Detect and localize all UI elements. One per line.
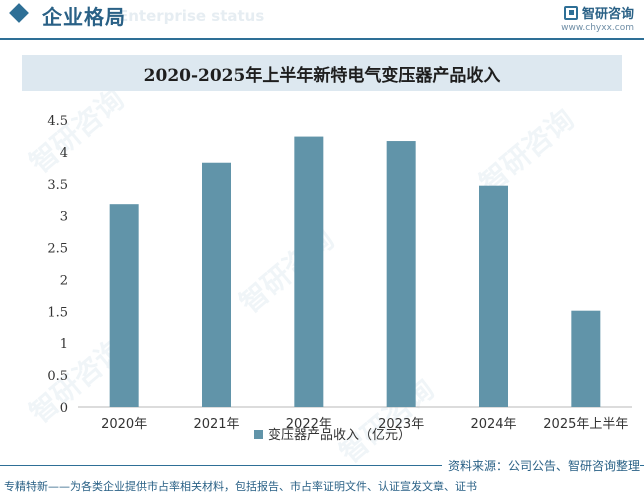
chart-title-band: 2020-2025年上半年新特电气变压器产品收入	[22, 55, 622, 91]
x-tick-label: 2022年	[286, 417, 332, 432]
y-tick-label: 4.5	[47, 114, 68, 129]
page-header: Enterprise status 企业格局 智研咨询 www.chyxx.co…	[0, 0, 644, 40]
x-tick-label: 2020年	[101, 417, 147, 432]
y-tick-label: 2	[60, 273, 68, 288]
section-subtitle: Enterprise status	[118, 7, 265, 25]
chart-title: 2020-2025年上半年新特电气变压器产品收入	[143, 65, 501, 86]
brand-url: www.chyxx.com	[561, 23, 634, 33]
section-title: 企业格局	[42, 5, 126, 29]
brand-logo-icon	[563, 5, 578, 20]
y-tick-label: 1	[60, 337, 68, 352]
x-tick-label: 2024年	[470, 417, 516, 432]
y-tick-label: 3	[60, 210, 68, 225]
x-tick-label: 2023年	[378, 417, 424, 432]
footer-divider	[0, 465, 644, 466]
bar	[109, 204, 139, 407]
source-note: 资料来源：公司公告、智研咨询整理	[441, 457, 640, 474]
bar	[479, 185, 508, 407]
y-tick-label: 3.5	[47, 178, 68, 193]
bar	[571, 310, 601, 407]
x-tick-label: 2021年	[193, 417, 239, 432]
bar	[202, 162, 231, 407]
x-tick-label: 2025年上半年	[543, 417, 628, 432]
header-divider	[0, 38, 644, 40]
bar-chart: 0 0.5 1 1.5 2 2.5 3 3.5 4 4.5 2020年 2021年 2022年 2023年…	[47, 114, 632, 443]
bar	[386, 141, 416, 407]
y-tick-label: 0	[60, 401, 68, 416]
y-tick-label: 0.5	[47, 369, 68, 384]
footer-slogan: 专精特新——为各类企业提供市占率相关材料，包括报告、市占率证明文件、认证宣发文章…	[4, 480, 477, 493]
brand-name: 智研咨询	[581, 7, 634, 22]
y-tick-label: 2.5	[47, 242, 68, 257]
bar	[294, 136, 324, 407]
brand: 智研咨询 www.chyxx.com	[561, 3, 634, 33]
y-tick-label: 1.5	[47, 305, 68, 320]
section-diamond-icon	[9, 3, 29, 23]
legend-label: 变压器产品收入（亿元）	[268, 427, 411, 443]
legend-swatch	[254, 430, 263, 439]
y-tick-label: 4	[60, 146, 68, 161]
